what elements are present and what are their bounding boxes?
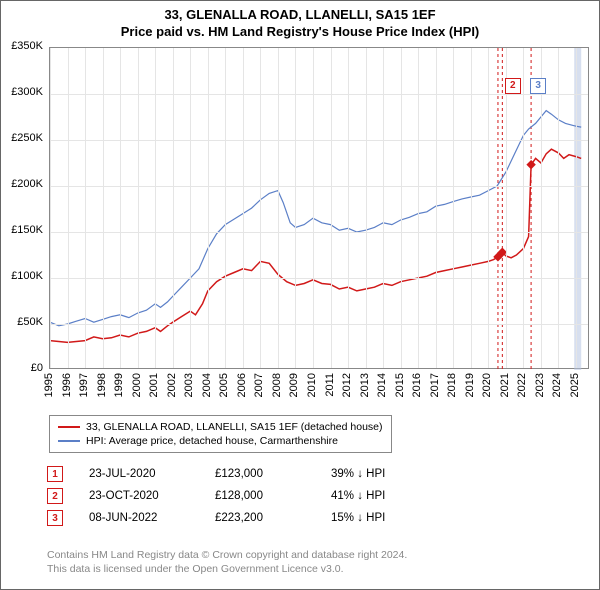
x-axis-tick-label: 2008 (271, 373, 283, 397)
events-table: 1 23-JUL-2020 £123,000 39% ↓ HPI 2 23-OCT-202… (47, 463, 451, 529)
y-axis-tick-label: £250K (1, 132, 43, 144)
event-row: 2 23-OCT-2020 £128,000 41% ↓ HPI (47, 485, 451, 507)
x-axis-tick-label: 2019 (464, 373, 476, 397)
legend: 33, GLENALLA ROAD, LLANELLI, SA15 1EF (d… (49, 415, 392, 453)
legend-item: 33, GLENALLA ROAD, LLANELLI, SA15 1EF (d… (58, 420, 383, 434)
x-axis-tick-label: 2016 (411, 373, 423, 397)
event-hpi-diff: 41% ↓ HPI (331, 490, 451, 502)
x-axis-tick-label: 2024 (551, 373, 563, 397)
x-axis-tick-label: 2001 (148, 373, 160, 397)
x-axis-tick-label: 2012 (341, 373, 353, 397)
event-marker-box: 1 (47, 466, 63, 482)
chart-canvas (50, 48, 590, 370)
x-axis-tick-label: 2017 (429, 373, 441, 397)
plot-area (49, 47, 589, 369)
legend-swatch (58, 440, 80, 442)
y-axis-tick-label: £150K (1, 224, 43, 236)
event-date: 08-JUN-2022 (89, 512, 189, 524)
y-axis-tick-label: £200K (1, 178, 43, 190)
x-axis-tick-label: 2018 (446, 373, 458, 397)
x-axis-tick-label: 2006 (236, 373, 248, 397)
x-axis-tick-label: 2013 (359, 373, 371, 397)
x-axis-tick-label: 1995 (43, 373, 55, 397)
event-price: £128,000 (215, 490, 305, 502)
footer-notice: Contains HM Land Registry data © Crown c… (47, 549, 407, 576)
x-axis-tick-label: 2005 (218, 373, 230, 397)
x-axis-tick-label: 2004 (201, 373, 213, 397)
x-axis-tick-label: 2003 (183, 373, 195, 397)
x-axis-tick-label: 1996 (61, 373, 73, 397)
x-axis-tick-label: 2021 (499, 373, 511, 397)
x-axis-tick-label: 2010 (306, 373, 318, 397)
y-axis-tick-label: £0 (1, 362, 43, 374)
x-axis-tick-label: 2023 (534, 373, 546, 397)
event-hpi-diff: 39% ↓ HPI (331, 468, 451, 480)
x-axis-tick-label: 2007 (253, 373, 265, 397)
x-axis-tick-label: 2025 (569, 373, 581, 397)
legend-swatch (58, 426, 80, 428)
event-date: 23-OCT-2020 (89, 490, 189, 502)
event-date: 23-JUL-2020 (89, 468, 189, 480)
event-row: 1 23-JUL-2020 £123,000 39% ↓ HPI (47, 463, 451, 485)
x-axis-tick-label: 2000 (131, 373, 143, 397)
event-price: £223,200 (215, 512, 305, 524)
x-axis-tick-label: 2009 (288, 373, 300, 397)
event-marker-box: 3 (47, 510, 63, 526)
x-axis-tick-label: 2011 (324, 373, 336, 397)
x-axis-tick-label: 1997 (78, 373, 90, 397)
y-axis-tick-label: £350K (1, 40, 43, 52)
event-row: 3 08-JUN-2022 £223,200 15% ↓ HPI (47, 507, 451, 529)
x-axis-tick-label: 2014 (376, 373, 388, 397)
y-axis-tick-label: £100K (1, 270, 43, 282)
chart-title: 33, GLENALLA ROAD, LLANELLI, SA15 1EF (1, 7, 599, 22)
legend-item: HPI: Average price, detached house, Carm… (58, 434, 383, 448)
event-marker-box: 2 (47, 488, 63, 504)
event-hpi-diff: 15% ↓ HPI (331, 512, 451, 524)
chart-subtitle: Price paid vs. HM Land Registry's House … (1, 24, 599, 39)
x-axis-tick-label: 2002 (166, 373, 178, 397)
x-axis-tick-label: 1999 (113, 373, 125, 397)
event-price: £123,000 (215, 468, 305, 480)
x-axis-tick-label: 2022 (516, 373, 528, 397)
annotation-box: 3 (530, 78, 546, 94)
legend-label: HPI: Average price, detached house, Carm… (86, 435, 338, 447)
x-axis-tick-label: 2020 (481, 373, 493, 397)
y-axis-tick-label: £300K (1, 86, 43, 98)
x-axis-tick-label: 1998 (96, 373, 108, 397)
annotation-box: 2 (505, 78, 521, 94)
y-axis-tick-label: £50K (1, 316, 43, 328)
x-axis-tick-label: 2015 (394, 373, 406, 397)
legend-label: 33, GLENALLA ROAD, LLANELLI, SA15 1EF (d… (86, 421, 383, 433)
